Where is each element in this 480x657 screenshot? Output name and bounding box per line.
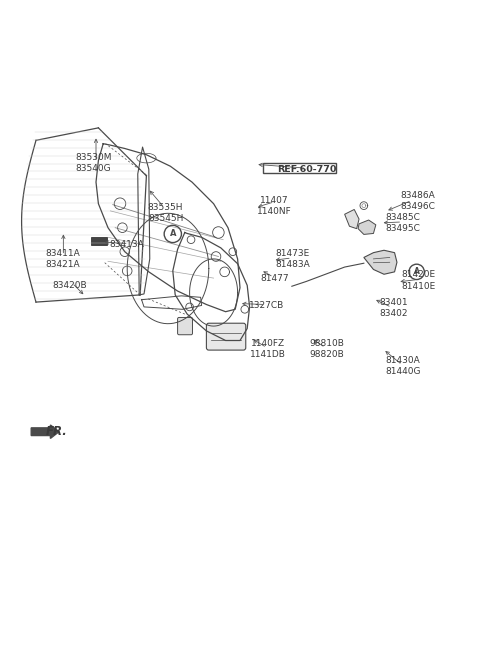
Text: 1140FZ
1141DB: 1140FZ 1141DB <box>250 338 286 359</box>
Text: 83485C
83495C: 83485C 83495C <box>386 213 420 233</box>
Text: 81477: 81477 <box>260 273 289 283</box>
Text: 98810B
98820B: 98810B 98820B <box>309 338 344 359</box>
FancyBboxPatch shape <box>206 323 246 350</box>
Text: 81430A
81440G: 81430A 81440G <box>385 356 421 376</box>
Text: A: A <box>414 267 420 277</box>
Circle shape <box>211 252 221 261</box>
Bar <box>91 237 107 246</box>
Text: 83411A
83421A: 83411A 83421A <box>45 249 80 269</box>
Polygon shape <box>345 210 359 229</box>
Circle shape <box>120 247 130 256</box>
Circle shape <box>122 266 132 276</box>
Text: 83420B: 83420B <box>52 281 87 290</box>
FancyArrow shape <box>31 425 59 438</box>
Circle shape <box>164 225 181 242</box>
FancyBboxPatch shape <box>263 163 336 173</box>
Text: FR.: FR. <box>46 425 67 438</box>
Circle shape <box>186 303 193 311</box>
Circle shape <box>187 236 195 244</box>
Text: 81473E
81483A: 81473E 81483A <box>276 249 310 269</box>
Text: 83413A: 83413A <box>110 240 144 249</box>
Circle shape <box>241 306 249 313</box>
Text: A: A <box>169 229 176 238</box>
Text: 83535H
83545H: 83535H 83545H <box>148 203 183 223</box>
FancyBboxPatch shape <box>178 317 192 334</box>
Text: 83530M
83540G: 83530M 83540G <box>75 153 112 173</box>
Text: 1327CB: 1327CB <box>249 301 284 310</box>
Polygon shape <box>364 250 397 274</box>
Text: 81420E
81410E: 81420E 81410E <box>401 271 436 290</box>
Text: 11407
1140NF: 11407 1140NF <box>257 196 292 216</box>
Circle shape <box>409 264 424 279</box>
Text: 83486A
83496C: 83486A 83496C <box>400 191 435 212</box>
Circle shape <box>213 227 224 238</box>
Text: 83401
83402: 83401 83402 <box>379 298 408 319</box>
Circle shape <box>114 198 126 210</box>
Circle shape <box>229 248 237 256</box>
Polygon shape <box>358 220 376 235</box>
Circle shape <box>118 223 127 233</box>
Text: REF.60-770: REF.60-770 <box>277 165 337 173</box>
